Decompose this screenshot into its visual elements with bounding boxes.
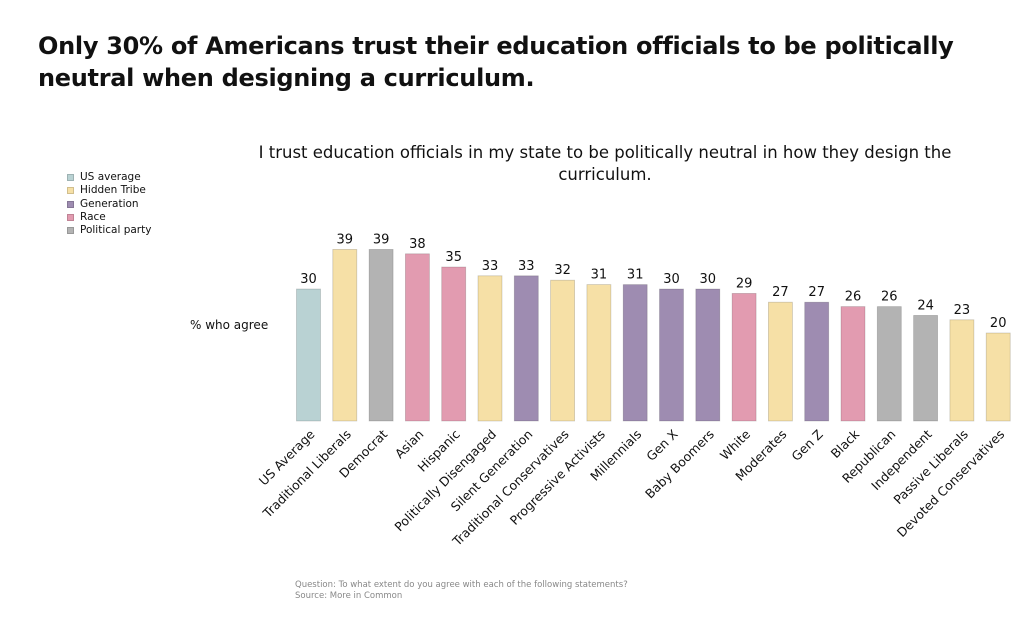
bar-black: [840, 306, 866, 422]
bar-politically-disengaged: [477, 275, 503, 422]
legend-swatch: [67, 187, 74, 195]
footnote: Question: To what extent do you agree wi…: [295, 580, 628, 602]
chart-title: I trust education officials in my state …: [258, 143, 952, 184]
bar-us-average: [296, 288, 321, 422]
footnote-question: Question: To what extent do you agree wi…: [295, 580, 628, 590]
bar-traditional-conservatives: [550, 279, 575, 422]
legend-swatch: [67, 214, 74, 222]
value-label-black: 26: [845, 290, 862, 305]
value-label-traditional-conservatives: 32: [554, 263, 571, 278]
bar-gen-z: [804, 301, 830, 422]
tick-label-gen-z: Gen Z: [788, 427, 825, 464]
bar-moderates: [768, 301, 793, 422]
legend-item-political-party: Political party: [67, 224, 151, 237]
bar-independent: [913, 314, 938, 422]
value-label-silent-generation: 33: [518, 259, 535, 274]
value-label-progressive-activists: 31: [591, 268, 608, 283]
value-label-baby-boomers: 30: [700, 272, 717, 287]
legend-item-race: Race: [67, 211, 151, 224]
legend-item-hidden-tribe: Hidden Tribe: [67, 184, 151, 197]
value-label-devoted-conservatives: 20: [990, 316, 1007, 331]
value-label-white: 29: [736, 276, 753, 291]
y-axis-label: % who agree: [190, 318, 269, 332]
bar-asian: [404, 253, 430, 422]
legend-label: Race: [80, 210, 106, 223]
legend-label: US average: [80, 171, 141, 183]
legend-label: Hidden Tribe: [80, 184, 146, 197]
value-label-democrat: 39: [373, 232, 390, 247]
bar-hispanic: [441, 266, 467, 422]
footnote-source: Source: More in Common: [295, 591, 403, 601]
bar-republican: [876, 306, 902, 422]
value-label-traditional-liberals: 39: [337, 232, 354, 247]
legend: US average Hidden Tribe Generation Race …: [67, 171, 151, 237]
legend-swatch: [67, 174, 74, 182]
bar-white: [731, 292, 757, 422]
bar-millennials: [622, 284, 648, 422]
value-label-millennials: 31: [627, 268, 644, 283]
bar-passive-liberals: [949, 319, 975, 422]
bar-gen-x: [659, 288, 684, 422]
value-label-gen-z: 27: [808, 285, 825, 300]
bar-progressive-activists: [586, 284, 612, 422]
value-label-republican: 26: [881, 290, 898, 305]
legend-label: Generation: [80, 197, 139, 210]
legend-swatch: [67, 200, 74, 208]
value-label-hispanic: 35: [445, 250, 462, 265]
value-label-gen-x: 30: [663, 272, 680, 287]
bar-democrat: [368, 248, 394, 422]
value-label-politically-disengaged: 33: [482, 259, 499, 274]
legend-label: Political party: [80, 224, 152, 237]
bar-devoted-conservatives: [985, 332, 1011, 422]
value-label-asian: 38: [409, 237, 426, 252]
bar-traditional-liberals: [332, 248, 358, 422]
value-label-independent: 24: [917, 298, 934, 313]
legend-item-us-average: US average: [67, 171, 151, 184]
value-label-passive-liberals: 23: [954, 303, 971, 318]
value-label-moderates: 27: [772, 285, 789, 300]
legend-item-generation: Generation: [67, 198, 151, 211]
bar-silent-generation: [513, 275, 539, 422]
bar-baby-boomers: [695, 288, 721, 422]
value-label-us-average: 30: [300, 272, 317, 287]
headline: Only 30% of Americans trust their educat…: [38, 32, 954, 92]
legend-swatch: [67, 227, 74, 235]
